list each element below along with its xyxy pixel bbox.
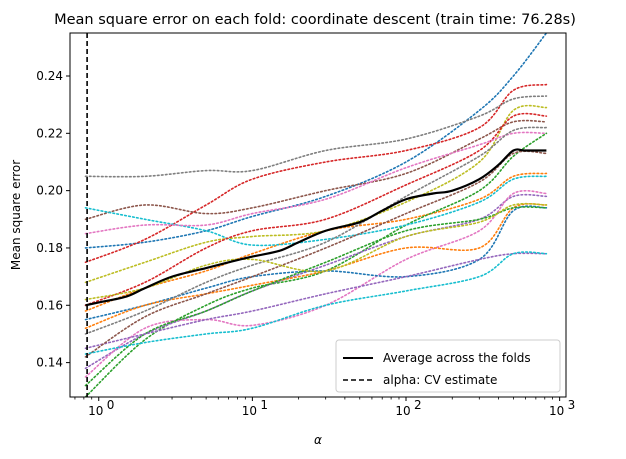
x-axis: 10 0 10 1 10 2 10 3: [74, 397, 576, 418]
legend-box: [335, 339, 561, 393]
fold-series-line-2: [84, 172, 548, 312]
fold-series-line-15: [84, 252, 548, 350]
x-axis-label: α: [314, 433, 322, 447]
y-tick-label: 0.24: [36, 69, 63, 83]
legend: Average across the folds alpha: CV estim…: [335, 339, 561, 393]
fold-series-line-20: [84, 251, 548, 355]
fold-series-line-4: [84, 83, 548, 264]
y-tick-label: 0.22: [36, 126, 63, 140]
x-tick-exponent: 2: [414, 398, 422, 412]
fold-series-line-6: [84, 119, 548, 221]
x-tick-label: 10: [395, 404, 410, 418]
fold-series-line-17: [84, 131, 548, 235]
legend-average-label: Average across the folds: [383, 351, 531, 365]
legend-cv-label: alpha: CV estimate: [383, 373, 497, 387]
fold-series-line-1: [84, 33, 548, 249]
fold-series-line-9: [84, 104, 548, 284]
y-tick-label: 0.14: [36, 356, 63, 370]
fold-series-line-16: [84, 150, 548, 358]
fold-series-line-10: [84, 175, 548, 247]
x-tick-exponent: 0: [107, 398, 115, 412]
chart-title: Mean square error on each fold: coordina…: [54, 12, 576, 28]
plot-frame: [69, 32, 567, 398]
x-tick-label: 10: [242, 404, 257, 418]
x-tick-label: 10: [549, 404, 564, 418]
x-tick-exponent: 1: [260, 398, 268, 412]
fold-series-line-14: [84, 112, 548, 307]
x-tick-label: 10: [88, 404, 103, 418]
plot-area: [69, 32, 567, 398]
x-tick-exponent: 3: [568, 398, 576, 412]
fold-series-line-18: [84, 126, 548, 335]
fold-series-line-8: [84, 95, 548, 178]
series-layer: [84, 33, 548, 397]
y-axis-label: Mean square error: [9, 160, 23, 270]
y-tick-label: 0.16: [36, 298, 63, 312]
fold-series-line-7: [84, 189, 548, 378]
y-tick-label: 0.18: [36, 241, 63, 255]
average-series-line: [85, 148, 547, 307]
fold-series-line-19: [84, 202, 548, 301]
y-tick-label: 0.20: [36, 184, 63, 198]
fold-series-line-5: [84, 193, 548, 370]
fold-series-line-11: [84, 205, 548, 321]
y-axis: 0.14 0.16 0.18 0.20 0.22 0.24: [36, 69, 70, 370]
